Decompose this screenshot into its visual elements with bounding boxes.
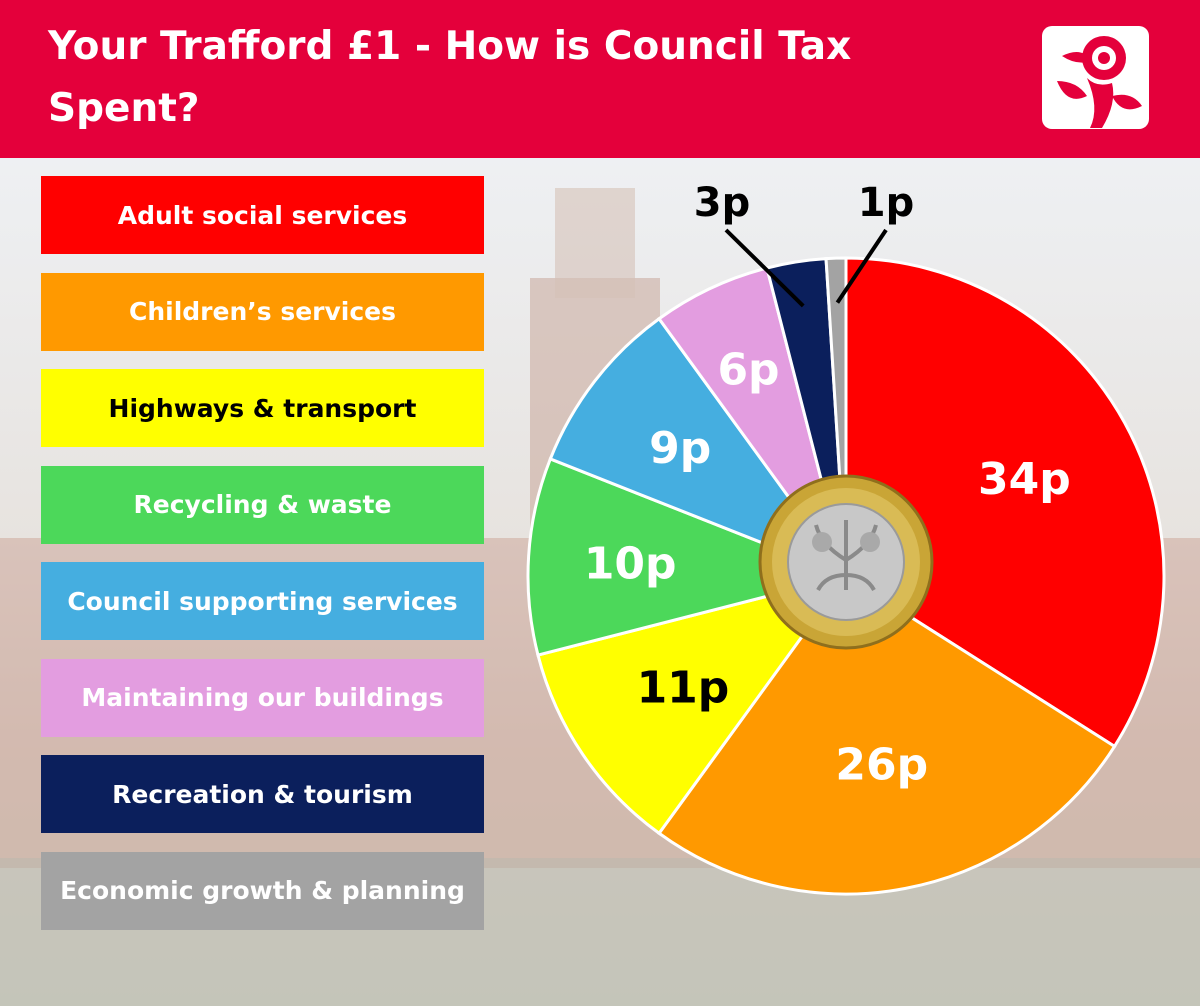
rose-icon <box>1057 36 1142 128</box>
slice-label: 1p <box>858 180 914 226</box>
slice-label: 11p <box>637 663 730 714</box>
slice-label: 9p <box>649 423 711 474</box>
legend-item: Maintaining our buildings <box>41 658 484 737</box>
one-pound-coin-icon <box>758 474 934 650</box>
legend-item: Economic growth & planning <box>41 851 484 930</box>
legend-item: Highways & transport <box>41 369 484 447</box>
pie-slice <box>656 573 1117 896</box>
legend-item: Children’s services <box>41 272 484 351</box>
slice-label: 26p <box>835 739 928 790</box>
rose-logo <box>1042 26 1149 129</box>
slice-label: 3p <box>694 180 750 226</box>
legend-item: Council supporting services <box>41 562 484 640</box>
leader-line <box>835 228 888 304</box>
pie-slice <box>844 256 1166 749</box>
page-title: Your Trafford £1 - How is Council Tax Sp… <box>48 24 852 131</box>
slice-label: 10p <box>584 538 677 589</box>
header-banner: Your Trafford £1 - How is Council Tax Sp… <box>0 0 1200 158</box>
slice-label: 34p <box>978 454 1071 505</box>
legend-item: Recycling & waste <box>41 465 484 544</box>
legend-item: Recreation & tourism <box>41 755 484 833</box>
slice-label: 6p <box>717 345 779 396</box>
legend-item: Adult social services <box>41 176 484 254</box>
leader-line <box>724 228 805 308</box>
pie-slice <box>548 316 851 580</box>
pie-slice <box>536 573 850 836</box>
pie-slice <box>526 456 851 657</box>
